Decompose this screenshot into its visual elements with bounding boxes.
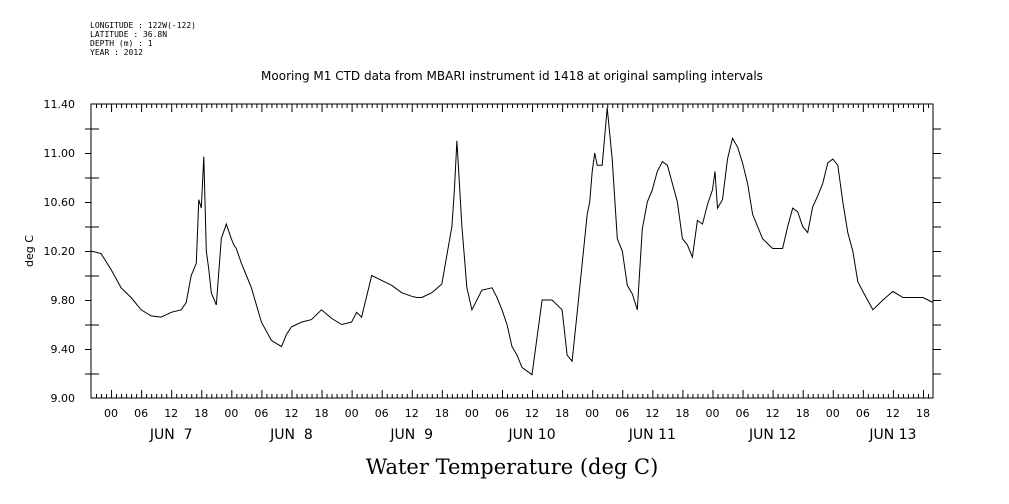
x-tick-label: 00 [345,407,359,420]
x-tick-label: 00 [465,407,479,420]
y-tick-label: 10.60 [44,196,76,209]
x-tick-label: 18 [675,407,689,420]
x-tick-labels: 00 06 12 18 00 06 12 18 00 06 12 18 00 06 12 18 00 06 12 18… [104,407,930,420]
water-temperature-line [90,107,934,376]
day-label: JUN 8 [269,427,313,443]
day-label: JUN 9 [389,427,433,443]
y-tick-labels: 9.00 9.40 9.80 10.20 10.60 11.00 11.40 [44,98,76,405]
day-label: JUN 7 [149,427,193,443]
y-axis-label: deg C [23,235,36,267]
y-tick-label: 9.80 [51,294,76,307]
tick-marks [85,104,941,398]
x-tick-label: 06 [134,407,148,420]
x-tick-label: 00 [585,407,599,420]
x-tick-label: 06 [856,407,870,420]
y-tick-label: 11.40 [44,98,76,111]
x-tick-label: 06 [495,407,509,420]
y-tick-label: 10.20 [44,245,76,258]
x-tick-label: 12 [525,407,539,420]
x-tick-label: 06 [736,407,750,420]
x-tick-label: 18 [194,407,208,420]
x-tick-label: 06 [375,407,389,420]
depth-text: DEPTH (m) : 1 [90,39,153,48]
x-tick-label: 12 [405,407,419,420]
x-tick-label: 00 [826,407,840,420]
x-tick-label: 18 [315,407,329,420]
year-text: YEAR : 2012 [90,48,143,57]
x-tick-label: 18 [555,407,569,420]
day-labels: JUN 7 JUN 8 JUN 9 JUN 10 JUN 11 JUN 12 JUN 13 [149,427,917,443]
x-tick-label: 00 [104,407,118,420]
x-tick-label: 06 [254,407,268,420]
x-tick-label: 12 [766,407,780,420]
x-tick-label: 18 [796,407,810,420]
x-tick-label: 12 [284,407,298,420]
x-tick-label: 06 [615,407,629,420]
x-tick-label: 18 [916,407,930,420]
x-tick-label: 00 [224,407,238,420]
metadata-block: LONGITUDE : 122W(-122) LATITUDE : 36.8N … [90,21,196,57]
x-tick-label: 00 [705,407,719,420]
x-axis-title: Water Temperature (deg C) [366,455,659,479]
day-label: JUN 10 [507,427,555,443]
day-label: JUN 13 [868,427,916,443]
x-tick-label: 12 [645,407,659,420]
plot-frame [90,103,934,399]
y-tick-label: 11.00 [44,147,76,160]
latitude-text: LATITUDE : 36.8N [90,30,168,39]
y-tick-label: 9.00 [51,392,76,405]
x-tick-label: 18 [435,407,449,420]
day-label: JUN 12 [748,427,796,443]
y-tick-label: 9.40 [51,343,76,356]
x-tick-label: 12 [886,407,900,420]
chart-title: Mooring M1 CTD data from MBARI instrumen… [261,69,763,83]
x-tick-label: 12 [164,407,178,420]
day-label: JUN 11 [628,427,676,443]
longitude-text: LONGITUDE : 122W(-122) [90,21,196,30]
